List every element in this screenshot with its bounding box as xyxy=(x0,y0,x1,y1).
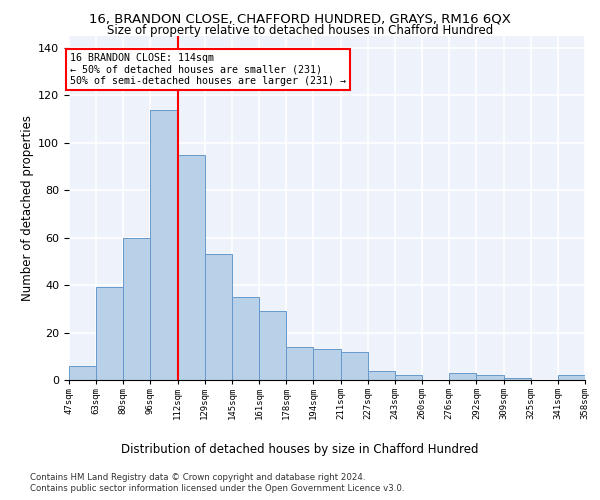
Bar xyxy=(368,370,395,380)
Text: Contains public sector information licensed under the Open Government Licence v3: Contains public sector information licen… xyxy=(30,484,404,493)
Text: Contains HM Land Registry data © Crown copyright and database right 2024.: Contains HM Land Registry data © Crown c… xyxy=(30,472,365,482)
Bar xyxy=(69,366,96,380)
Bar xyxy=(205,254,232,380)
Bar xyxy=(124,238,151,380)
Bar xyxy=(232,297,259,380)
Bar xyxy=(313,349,341,380)
Bar xyxy=(449,373,476,380)
Text: 16 BRANDON CLOSE: 114sqm
← 50% of detached houses are smaller (231)
50% of semi-: 16 BRANDON CLOSE: 114sqm ← 50% of detach… xyxy=(70,52,346,86)
Bar xyxy=(476,376,503,380)
Bar xyxy=(96,288,124,380)
Text: Distribution of detached houses by size in Chafford Hundred: Distribution of detached houses by size … xyxy=(121,442,479,456)
Bar xyxy=(178,154,205,380)
Text: 16, BRANDON CLOSE, CHAFFORD HUNDRED, GRAYS, RM16 6QX: 16, BRANDON CLOSE, CHAFFORD HUNDRED, GRA… xyxy=(89,12,511,26)
Bar xyxy=(395,376,422,380)
Bar xyxy=(259,311,286,380)
Bar xyxy=(503,378,530,380)
Y-axis label: Number of detached properties: Number of detached properties xyxy=(21,115,34,301)
Bar xyxy=(558,376,585,380)
Bar xyxy=(341,352,368,380)
Text: Size of property relative to detached houses in Chafford Hundred: Size of property relative to detached ho… xyxy=(107,24,493,37)
Bar xyxy=(286,347,313,380)
Bar xyxy=(151,110,178,380)
